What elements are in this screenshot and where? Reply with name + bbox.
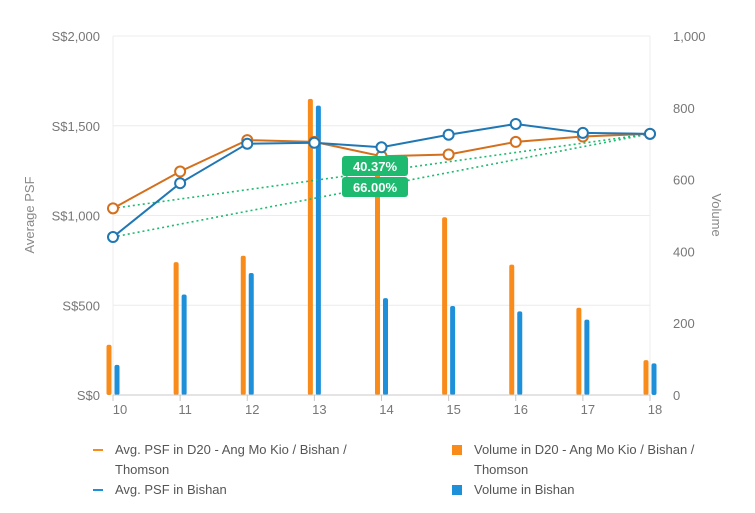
legend-line-swatch [93,489,103,491]
trend-line [112,133,651,238]
bar [173,262,179,395]
x-tick-label: 14 [379,402,393,417]
legend-square-swatch [452,445,462,455]
bar [248,272,254,395]
bar [576,307,582,395]
bar-series-layer [106,98,657,395]
legend-square-swatch [452,485,462,495]
x-tick-label: 11 [178,402,192,417]
bar [106,344,112,395]
legend-line-swatch [93,449,103,451]
bar [651,363,657,395]
line-point [509,135,522,148]
bar [315,105,321,395]
trend-label-badge [342,156,408,176]
x-tick-label: 18 [648,402,662,417]
x-tick-label: 12 [245,402,259,417]
trend-label: 40.37% [353,159,398,174]
trend-label: 66.00% [353,180,398,195]
trend-label-badge [342,177,408,197]
x-tick-label: 15 [446,402,460,417]
line-point [509,117,522,130]
bar [375,172,380,395]
legend-item-volume-d20[interactable]: Volume in D20 - Ang Mo Kio / Bishan / Th… [452,440,742,480]
bar [383,298,388,395]
legend-label: Volume in D20 - Ang Mo Kio / Bishan / Th… [474,442,695,477]
x-tick-label: 16 [514,402,528,417]
line-point [442,128,455,141]
legend-label: Avg. PSF in Bishan [115,482,227,497]
right-tick-label: 600 [673,173,695,188]
right-tick-label: 800 [673,101,695,116]
bar [181,294,187,395]
x-tick-label: 13 [312,402,326,417]
chart-area: S$0 S$500 S$1,000 S$1,500 S$2,000 0 200 400 600 8… [22,29,724,417]
bar [307,98,313,395]
trend-labels-layer: 40.37% 66.00% [342,156,408,197]
legend-item-avg-psf-d20[interactable]: Avg. PSF in D20 - Ang Mo Kio / Bishan / … [93,440,393,480]
bar [509,264,515,395]
y-axis-title-right: Volume [709,193,724,236]
x-tick-label: 17 [581,402,595,417]
bar [584,319,590,395]
right-tick-label: 400 [673,244,695,259]
left-tick-label: S$1,000 [52,209,100,224]
bar [517,311,523,395]
bar [643,360,649,395]
line-point [107,202,119,215]
x-tick-label: 10 [113,402,127,417]
legend-item-avg-psf-bishan[interactable]: Avg. PSF in Bishan [93,480,393,500]
bar [114,364,120,395]
left-tick-label: S$1,500 [52,119,100,134]
left-tick-label: S$2,000 [52,29,100,44]
right-tick-label: 1,000 [673,29,706,44]
line-point [442,148,455,161]
line-point [174,177,187,190]
grid-lines [112,35,651,395]
chart-legend: Avg. PSF in D20 - Ang Mo Kio / Bishan / … [0,440,755,510]
line-point [107,231,119,244]
axes-layer: S$0 S$500 S$1,000 S$1,500 S$2,000 0 200 400 600 8… [22,29,724,417]
y-axis-title-left: Average PSF [22,176,37,253]
line-point [241,137,254,150]
bar [240,255,246,395]
line-point [644,127,656,140]
combo-chart: S$0 S$500 S$1,000 S$1,500 S$2,000 0 200 400 600 8… [22,29,724,417]
line-point [308,136,321,149]
line-point [576,126,589,139]
bar [442,217,448,395]
line-point [375,141,388,154]
legend-label: Avg. PSF in D20 - Ang Mo Kio / Bishan / … [115,442,347,477]
bar [450,305,456,395]
legend-label: Volume in Bishan [474,482,575,497]
left-tick-label: S$0 [77,388,100,403]
line-point [174,165,187,178]
right-tick-label: 200 [673,316,695,331]
legend-item-volume-bishan[interactable]: Volume in Bishan [452,480,742,500]
right-tick-label: 0 [673,388,680,403]
left-tick-label: S$500 [62,298,100,313]
